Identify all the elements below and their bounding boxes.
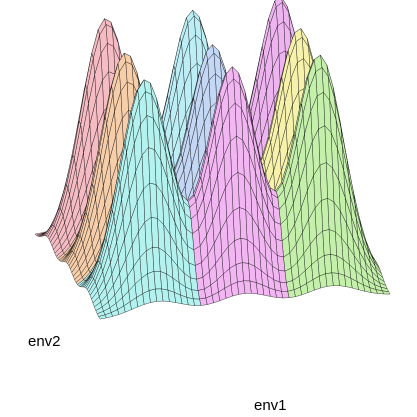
mesh-cell (98, 314, 107, 320)
x-axis-label: env1 (254, 397, 287, 414)
y-axis-label: env2 (28, 333, 61, 350)
surface (34, 0, 391, 320)
